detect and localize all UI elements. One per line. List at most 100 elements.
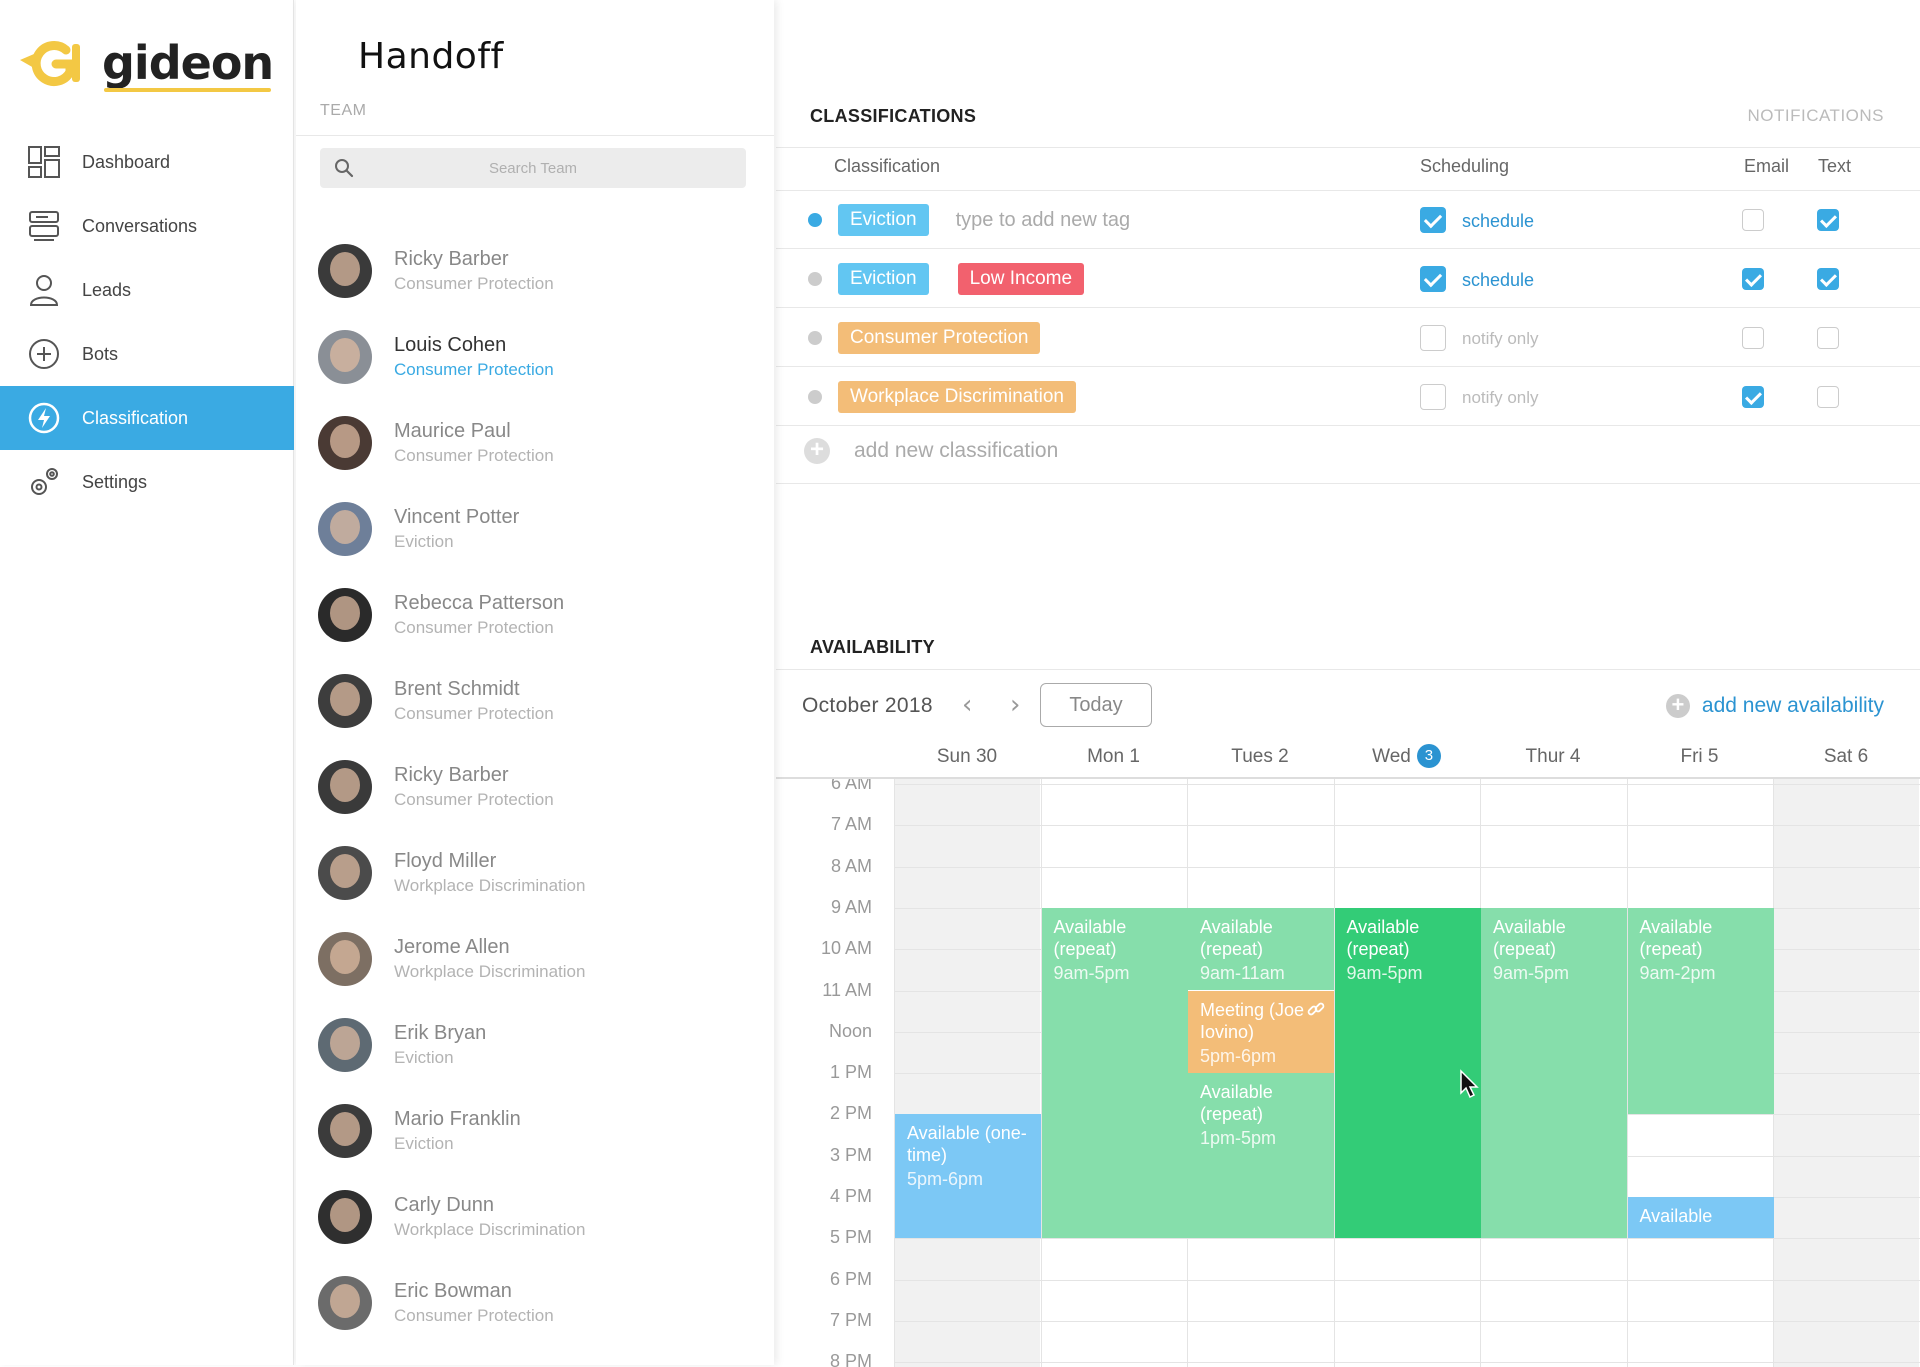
event-title: Available (repeat) xyxy=(1200,916,1273,959)
scheduling-checkbox[interactable] xyxy=(1420,266,1446,292)
member-info: Louis Cohen Consumer Protection xyxy=(394,332,554,382)
day-label: Wed xyxy=(1372,746,1411,767)
member-category: Workplace Discrimination xyxy=(394,1220,586,1239)
scheduling-checkbox[interactable] xyxy=(1420,384,1446,410)
sidebar-item-bots[interactable]: Bots xyxy=(0,322,294,386)
member-category: Consumer Protection xyxy=(394,446,554,465)
scheduling-checkbox[interactable] xyxy=(1420,325,1446,351)
gideon-logo[interactable]: gideon xyxy=(18,36,274,92)
classification-tag[interactable]: Eviction xyxy=(838,263,929,295)
text-checkbox[interactable] xyxy=(1817,209,1839,231)
text-checkbox[interactable] xyxy=(1817,386,1839,408)
availability-event[interactable]: Available (one-time) 5pm-6pm xyxy=(895,1114,1041,1239)
day-header[interactable]: Sat 6 xyxy=(1773,744,1919,770)
add-classification-button[interactable]: + add new classification xyxy=(804,438,1058,464)
team-member-row[interactable]: Eric Bowman Consumer Protection xyxy=(318,1268,554,1338)
classification-tag[interactable]: Eviction xyxy=(838,204,929,236)
scheduling-checkbox[interactable] xyxy=(1420,207,1446,233)
event-title: Available (repeat) xyxy=(1053,916,1127,959)
day-header[interactable]: Wed 3 xyxy=(1334,744,1480,770)
sidebar-item-settings[interactable]: Settings xyxy=(0,450,294,514)
event-title: Available (repeat) xyxy=(1639,916,1713,959)
team-member-row[interactable]: Floyd Miller Workplace Discrimination xyxy=(318,838,585,908)
classification-tag[interactable]: Low Income xyxy=(957,263,1085,295)
time-label: 8 PM xyxy=(829,1351,872,1367)
plus-circle-icon: + xyxy=(1665,694,1690,718)
status-dot xyxy=(808,390,822,404)
availability-event[interactable]: Available (repeat) 9am-5pm xyxy=(1334,907,1481,1239)
search-team-input[interactable]: Search Team xyxy=(320,148,746,188)
team-member-row[interactable]: Jerome Allen Workplace Discrimination xyxy=(318,924,585,994)
team-member-row[interactable]: Rebecca Patterson Consumer Protection xyxy=(318,580,564,650)
event-title: Available (repeat) xyxy=(1346,916,1420,959)
team-member-row[interactable]: Brent Schmidt Consumer Protection xyxy=(318,666,554,736)
availability-event[interactable]: Available (repeat) 9am-5pm xyxy=(1041,907,1188,1239)
sidebar-nav: gideon Dashboard Conversations Leads Bots Cl… xyxy=(0,0,294,1365)
day-column[interactable] xyxy=(1773,779,1919,1367)
divider xyxy=(776,147,1920,148)
availability-event[interactable]: Available xyxy=(1627,1197,1774,1239)
member-name: Ricky Barber xyxy=(394,764,509,786)
search-icon xyxy=(335,159,354,178)
scheduling-label: notify only xyxy=(1462,329,1539,348)
availability-event[interactable]: Available (repeat) 9am-11am xyxy=(1188,907,1334,991)
email-checkbox[interactable] xyxy=(1742,386,1764,408)
member-name: Maurice Paul xyxy=(394,420,511,442)
availability-event[interactable]: Available (repeat) 1pm-5pm xyxy=(1188,1073,1334,1239)
day-header[interactable]: Tues 2 xyxy=(1187,744,1333,770)
calendar-grid[interactable]: 6 AM 7 AM 8 AM 9 AM 10 AM 11 AM Noon 1 PM 2 PM 3 … xyxy=(776,777,1920,1367)
classification-tag[interactable]: Consumer Protection xyxy=(838,322,1041,354)
text-checkbox[interactable] xyxy=(1817,268,1839,290)
day-header[interactable]: Sun 30 xyxy=(894,744,1040,770)
member-info: Rebecca Patterson Consumer Protection xyxy=(394,590,564,640)
team-member-row[interactable]: Ricky Barber Consumer Protection xyxy=(318,236,554,306)
member-name: Vincent Potter xyxy=(394,506,520,528)
team-member-row[interactable]: Ricky Barber Consumer Protection xyxy=(318,752,554,822)
team-member-row[interactable]: Louis Cohen Consumer Protection xyxy=(318,322,554,392)
prev-month-chevron-icon[interactable]: ‹ xyxy=(962,690,973,720)
day-header[interactable]: Fri 5 xyxy=(1627,744,1773,770)
team-member-row[interactable]: Carly Dunn Workplace Discrimination xyxy=(318,1182,585,1252)
sidebar-item-conversations[interactable]: Conversations xyxy=(0,194,294,258)
classification-tag[interactable]: Workplace Discrimination xyxy=(838,381,1076,413)
availability-event[interactable]: Available (repeat) 9am-2pm xyxy=(1627,907,1774,1115)
classification-row[interactable]: Consumer Protection notify only xyxy=(776,308,1920,366)
gears-icon xyxy=(26,464,82,500)
scheduling-label[interactable]: schedule xyxy=(1462,270,1535,290)
scheduling-label[interactable]: schedule xyxy=(1462,211,1535,231)
avatar xyxy=(318,1018,372,1072)
event-time: 1pm-5pm xyxy=(1200,1128,1277,1149)
classification-row[interactable]: Eviction Low Income schedule xyxy=(776,249,1920,307)
add-tag-input[interactable]: type to add new tag xyxy=(955,209,1131,231)
next-month-chevron-icon[interactable]: › xyxy=(1010,690,1021,720)
email-checkbox[interactable] xyxy=(1742,268,1764,290)
email-checkbox[interactable] xyxy=(1742,327,1764,349)
team-member-row[interactable]: Maurice Paul Consumer Protection xyxy=(318,408,554,478)
sidebar-item-leads[interactable]: Leads xyxy=(0,258,294,322)
classification-row[interactable]: Workplace Discrimination notify only xyxy=(776,367,1920,425)
sidebar-item-classification[interactable]: Classification xyxy=(0,386,294,450)
text-checkbox[interactable] xyxy=(1817,327,1839,349)
search-placeholder: Search Team xyxy=(488,159,578,177)
availability-event[interactable]: Available (repeat) 9am-5pm xyxy=(1481,907,1627,1239)
add-availability-button[interactable]: + add new availability xyxy=(1665,694,1884,718)
avatar xyxy=(318,502,372,556)
link-icon[interactable] xyxy=(1306,999,1326,1019)
page-title: Handoff xyxy=(358,36,504,77)
day-header[interactable]: Mon 1 xyxy=(1041,744,1187,770)
team-member-row[interactable]: Mario Franklin Eviction xyxy=(318,1096,521,1166)
day-header[interactable]: Thur 4 xyxy=(1480,744,1626,770)
hour-line xyxy=(894,825,1920,827)
classification-row[interactable]: Eviction type to add new tag schedule xyxy=(776,190,1920,248)
today-button[interactable]: Today xyxy=(1040,683,1152,727)
email-checkbox[interactable] xyxy=(1742,209,1764,231)
member-category: Eviction xyxy=(394,1048,454,1067)
avatar xyxy=(318,1276,372,1330)
day-column[interactable] xyxy=(894,779,1040,1367)
sidebar-item-dashboard[interactable]: Dashboard xyxy=(0,130,294,194)
time-label: Noon xyxy=(828,1020,872,1041)
team-member-row[interactable]: Erik Bryan Eviction xyxy=(318,1010,486,1080)
main-content: CLASSIFICATIONS NOTIFICATIONS Classifica… xyxy=(776,0,1920,1367)
availability-event[interactable]: Meeting (Joe Iovino) 5pm-6pm xyxy=(1188,990,1334,1074)
team-member-row[interactable]: Vincent Potter Eviction xyxy=(318,494,519,564)
